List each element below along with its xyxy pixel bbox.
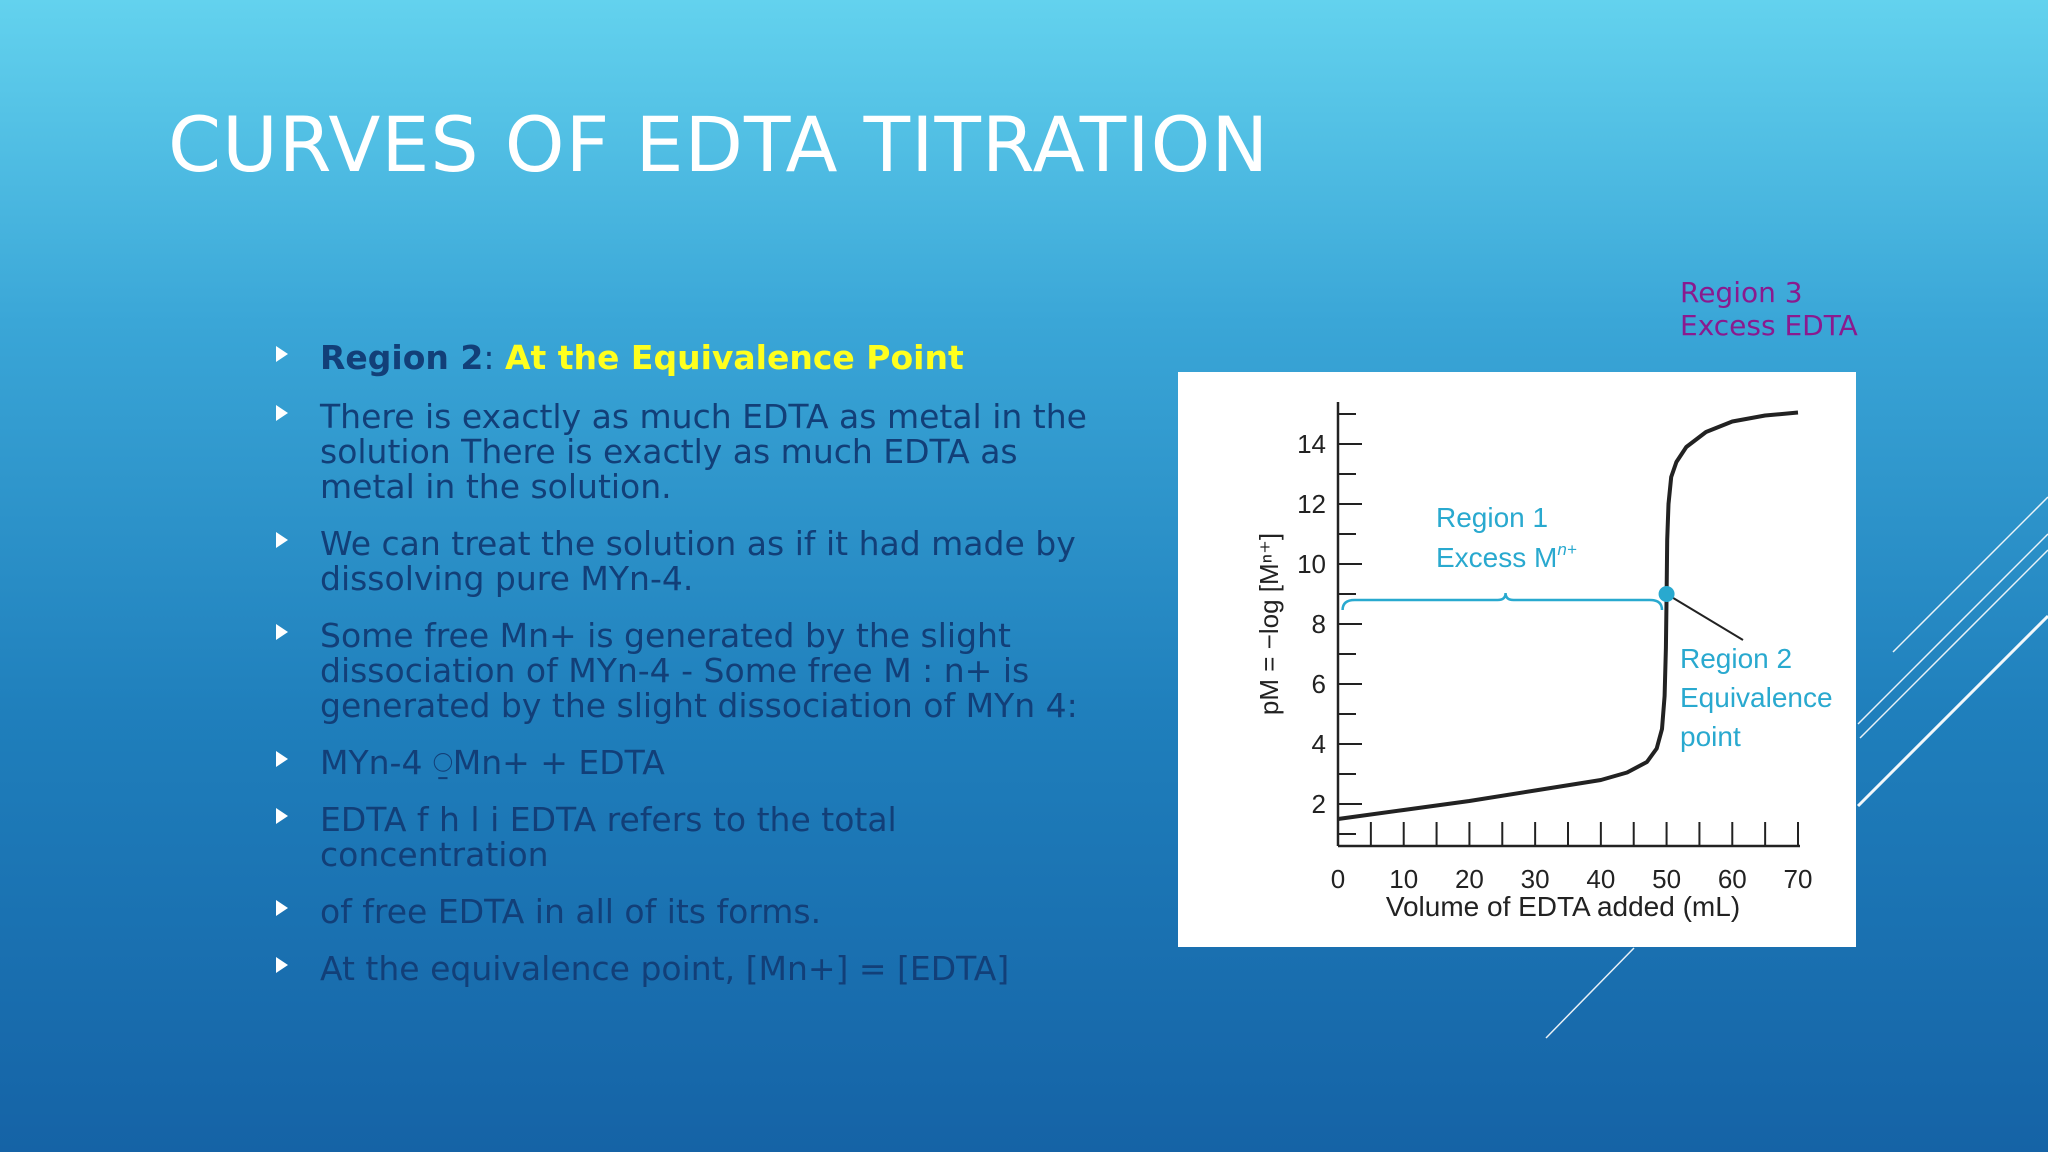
bullet-text: EDTA f h l i EDTA refers to the total co… bbox=[320, 800, 897, 874]
y-tick-label: 2 bbox=[1312, 789, 1326, 819]
x-tick-label: 40 bbox=[1586, 864, 1615, 894]
bullet-text: There is exactly as much EDTA as metal i… bbox=[320, 397, 1087, 506]
x-tick-label: 10 bbox=[1389, 864, 1418, 894]
bullet-arrow-icon bbox=[276, 532, 288, 548]
y-tick-label: 10 bbox=[1297, 549, 1326, 579]
bullet-item: There is exactly as much EDTA as metal i… bbox=[276, 399, 1116, 504]
x-tick-label: 20 bbox=[1455, 864, 1484, 894]
bullet-text: We can treat the solution as if it had m… bbox=[320, 524, 1076, 598]
bullet-highlight: At the Equivalence Point bbox=[504, 338, 964, 377]
titration-curve bbox=[1337, 410, 1799, 821]
region1-brace bbox=[1341, 592, 1664, 611]
deco-line bbox=[1545, 947, 1635, 1039]
bullet-colon: : bbox=[483, 338, 495, 377]
region3-annotation: Region 3 Excess EDTA bbox=[1680, 276, 1858, 342]
deco-line bbox=[1859, 549, 2048, 739]
titration-chart-panel: 2 4 6 8 10 12 14 0 10 20 30 40 50 60 70 Volume of EDTA … bbox=[1178, 372, 1856, 947]
region1-superscript: n+ bbox=[1557, 540, 1576, 559]
x-axis-label: Volume of EDTA added (mL) bbox=[1386, 891, 1740, 922]
region2-label: Region 2 bbox=[1680, 643, 1792, 674]
y-axis-label: pM = −log [Mⁿ⁺] bbox=[1254, 533, 1284, 715]
x-tick-label: 50 bbox=[1652, 864, 1681, 894]
bullet-arrow-icon bbox=[276, 900, 288, 916]
slide-title: CURVES OF EDTA TITRATION bbox=[168, 100, 1270, 189]
x-tick-label: 0 bbox=[1331, 864, 1345, 894]
bullet-item: MYn-4 ⍜Mn+ + EDTA bbox=[276, 745, 1116, 780]
region1-label: Region 1 bbox=[1436, 502, 1548, 533]
bullet-list: Region 2: At the Equivalence Point There… bbox=[276, 340, 1116, 1008]
bullet-arrow-icon bbox=[276, 405, 288, 421]
region1-excess-label: Excess Mn+ bbox=[1436, 540, 1577, 573]
bullet-text: MYn-4 ⍜Mn+ + EDTA bbox=[320, 743, 665, 782]
deco-line bbox=[1892, 496, 2048, 653]
bullet-item: Some free Mn+ is generated by the slight… bbox=[276, 618, 1116, 723]
deco-line bbox=[1857, 533, 2048, 725]
deco-line bbox=[1856, 614, 2048, 808]
y-tick-label: 6 bbox=[1312, 669, 1326, 699]
y-tick-label: 8 bbox=[1312, 609, 1326, 639]
bullet-arrow-icon bbox=[276, 624, 288, 640]
bullet-text: At the equivalence point, [Mn+] = [EDTA] bbox=[320, 949, 1010, 988]
bullet-item: EDTA f h l i EDTA refers to the total co… bbox=[276, 802, 1116, 872]
bullet-region-label: Region 2 bbox=[320, 338, 484, 377]
y-tick-label: 4 bbox=[1312, 729, 1326, 759]
region2-label: Equivalence bbox=[1680, 682, 1833, 713]
bullet-arrow-icon bbox=[276, 957, 288, 973]
titration-chart: 2 4 6 8 10 12 14 0 10 20 30 40 50 60 70 Volume of EDTA … bbox=[1254, 402, 1833, 922]
bullet-item: At the equivalence point, [Mn+] = [EDTA] bbox=[276, 951, 1116, 986]
region3-description: Excess EDTA bbox=[1680, 309, 1858, 342]
bullet-item-region2: Region 2: At the Equivalence Point bbox=[276, 340, 1116, 375]
region2-label: point bbox=[1680, 721, 1741, 752]
bullet-arrow-icon bbox=[276, 808, 288, 824]
bullet-text: of free EDTA in all of its forms. bbox=[320, 892, 822, 931]
y-tick-label: 14 bbox=[1297, 429, 1326, 459]
equivalence-leader-line bbox=[1666, 593, 1744, 641]
equivalence-point-marker bbox=[1658, 586, 1675, 602]
x-tick-label: 30 bbox=[1521, 864, 1550, 894]
y-tick-label: 12 bbox=[1297, 489, 1326, 519]
bullet-arrow-icon bbox=[276, 346, 288, 362]
bullet-arrow-icon bbox=[276, 751, 288, 767]
x-tick-label: 60 bbox=[1718, 864, 1747, 894]
bullet-item: of free EDTA in all of its forms. bbox=[276, 894, 1116, 929]
region3-label: Region 3 bbox=[1680, 276, 1803, 309]
bullet-text: Some free Mn+ is generated by the slight… bbox=[320, 616, 1078, 725]
bullet-item: We can treat the solution as if it had m… bbox=[276, 526, 1116, 596]
x-tick-label: 70 bbox=[1784, 864, 1813, 894]
